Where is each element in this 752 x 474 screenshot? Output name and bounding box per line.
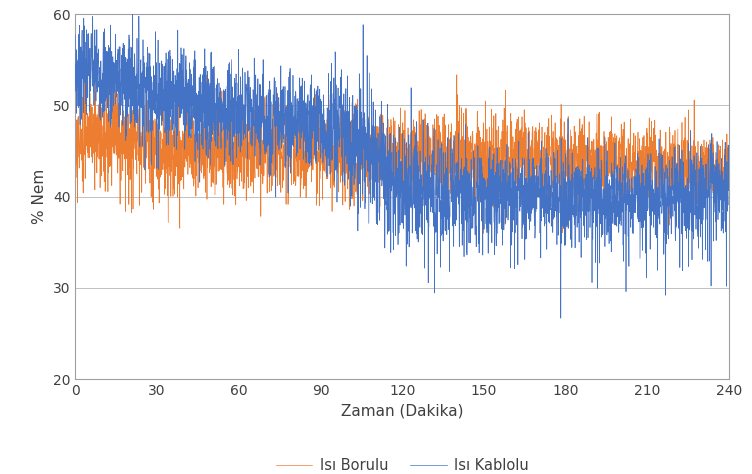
Isı Borulu <box>466 154 475 159</box>
Isı Kablolu <box>211 108 220 114</box>
Isı Borulu <box>479 230 488 236</box>
Isı Borulu <box>452 72 461 78</box>
Isı Kablolu <box>478 171 487 176</box>
Isı Kablolu <box>725 163 734 169</box>
Isı Kablolu <box>128 6 137 12</box>
Isı Kablolu <box>466 202 475 208</box>
Isı Kablolu <box>663 197 672 203</box>
Isı Borulu <box>663 154 672 160</box>
Isı Borulu <box>71 129 80 135</box>
Isı Borulu <box>253 150 262 156</box>
Isı Kablolu <box>71 32 80 38</box>
Isı Borulu <box>725 151 734 157</box>
X-axis label: Zaman (Dakika): Zaman (Dakika) <box>341 404 463 419</box>
Line: Isı Kablolu: Isı Kablolu <box>75 9 729 318</box>
Line: Isı Borulu: Isı Borulu <box>75 75 729 233</box>
Legend: Isı Borulu, Isı Kablolu: Isı Borulu, Isı Kablolu <box>270 452 535 474</box>
Y-axis label: % Nem: % Nem <box>32 169 47 224</box>
Isı Borulu <box>478 180 487 185</box>
Isı Borulu <box>211 130 220 136</box>
Isı Kablolu <box>556 315 566 321</box>
Isı Kablolu <box>253 130 262 136</box>
Isı Borulu <box>725 198 734 204</box>
Isı Kablolu <box>725 173 734 179</box>
